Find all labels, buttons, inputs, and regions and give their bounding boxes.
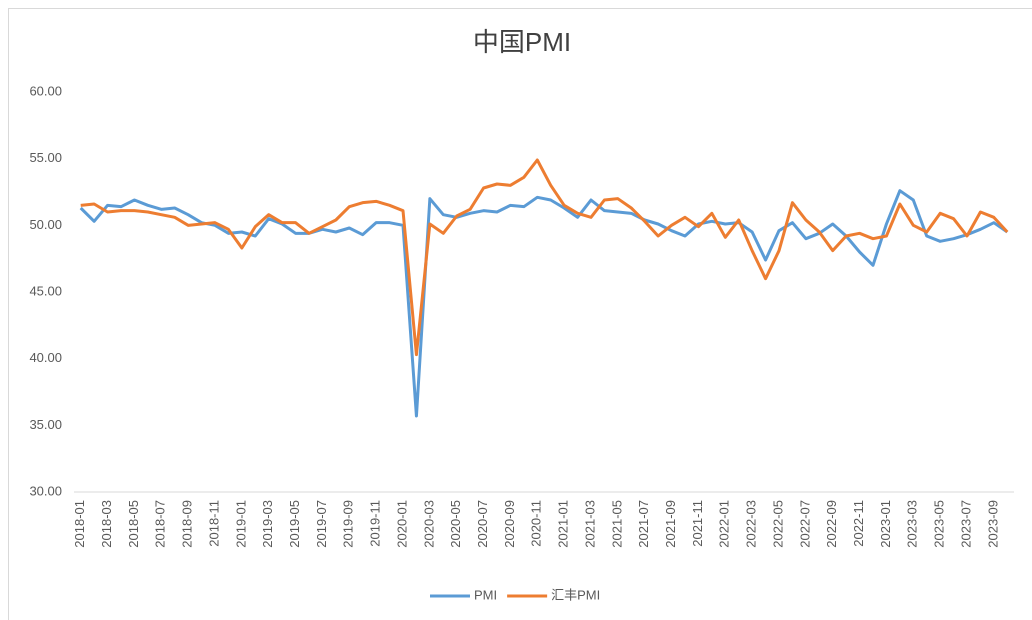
y-tick-label: 60.00 — [29, 83, 62, 98]
chart-title: 中国PMI — [473, 27, 571, 57]
x-tick-label: 2018-09 — [180, 500, 195, 548]
x-tick-label: 2018-11 — [206, 500, 221, 547]
x-tick-label: 2021-05 — [609, 500, 624, 548]
x-tick-label: 2021-07 — [636, 500, 651, 548]
x-tick-label: 2021-09 — [663, 500, 678, 548]
x-tick-label: 2018-03 — [99, 500, 114, 548]
legend-label: PMI — [474, 587, 497, 602]
x-tick-label: 2019-09 — [341, 500, 356, 548]
x-tick-label: 2020-07 — [475, 500, 490, 548]
series-line — [79, 189, 1009, 418]
x-tick-label: 2022-05 — [770, 500, 785, 548]
x-tick-label: 2022-09 — [824, 500, 839, 548]
legend-label: 汇丰PMI — [551, 587, 600, 602]
series-line — [80, 158, 1009, 357]
x-tick-label: 2021-01 — [556, 500, 571, 548]
y-tick-label: 55.00 — [29, 150, 62, 165]
x-tick-label: 2021-11 — [690, 500, 705, 547]
x-tick-label: 2019-11 — [368, 500, 383, 547]
y-tick-label: 50.00 — [29, 217, 62, 232]
x-tick-label: 2022-01 — [717, 500, 732, 548]
y-tick-label: 45.00 — [29, 283, 62, 298]
x-tick-label: 2022-11 — [851, 500, 866, 547]
x-tick-label: 2018-01 — [72, 500, 87, 548]
x-tick-label: 2020-03 — [421, 500, 436, 548]
y-tick-label: 40.00 — [29, 350, 62, 365]
x-tick-label: 2020-05 — [448, 500, 463, 548]
x-tick-label: 2023-09 — [985, 500, 1000, 548]
x-tick-label: 2018-05 — [126, 500, 141, 548]
x-tick-label: 2019-01 — [233, 500, 248, 548]
y-tick-label: 30.00 — [29, 483, 62, 498]
x-tick-label: 2023-03 — [905, 500, 920, 548]
x-tick-label: 2022-03 — [744, 500, 759, 548]
y-tick-label: 35.00 — [29, 417, 62, 432]
x-tick-label: 2021-03 — [582, 500, 597, 548]
x-tick-label: 2020-01 — [394, 500, 409, 548]
x-tick-label: 2019-03 — [260, 500, 275, 548]
x-tick-label: 2018-07 — [153, 500, 168, 548]
x-tick-label: 2023-05 — [932, 500, 947, 548]
x-tick-label: 2023-07 — [958, 500, 973, 548]
x-tick-label: 2020-11 — [529, 500, 544, 547]
x-tick-label: 2019-07 — [314, 500, 329, 548]
chart-frame — [8, 8, 1032, 620]
x-tick-label: 2020-09 — [502, 500, 517, 548]
x-tick-label: 2019-05 — [287, 500, 302, 548]
x-tick-label: 2022-07 — [797, 500, 812, 548]
x-tick-label: 2023-01 — [878, 500, 893, 548]
